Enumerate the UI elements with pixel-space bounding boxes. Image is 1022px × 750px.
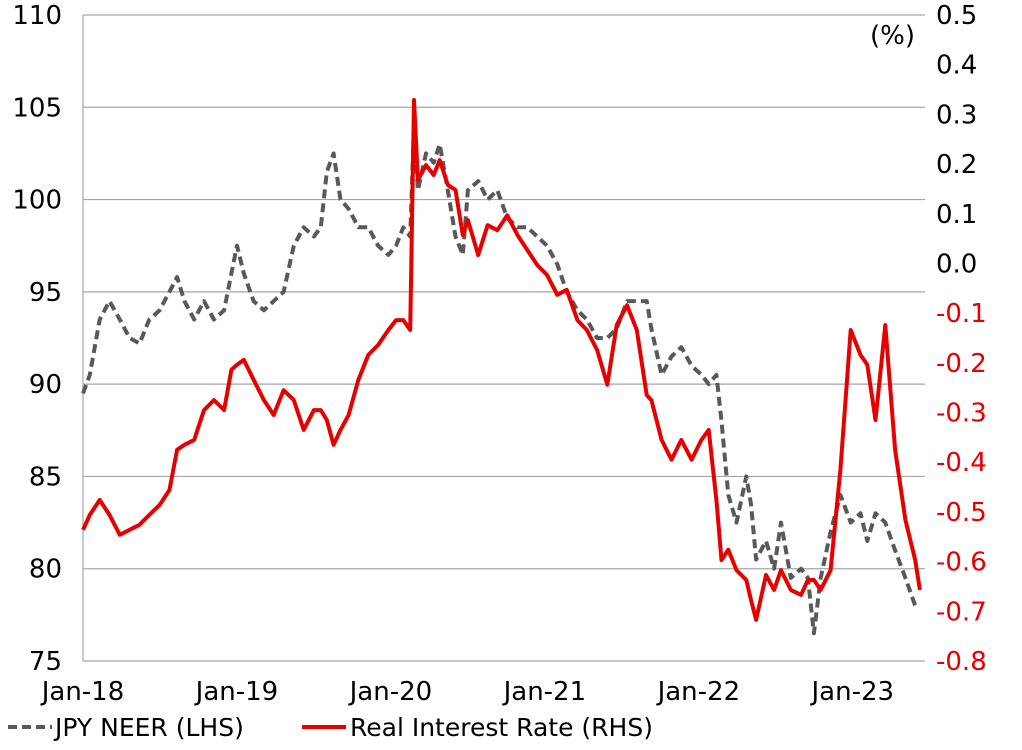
right-tick-label: -0.5 [936, 498, 987, 528]
right-tick-label: 0.0 [936, 249, 977, 279]
right-tick-label: -0.1 [936, 299, 987, 329]
x-tick-label: Jan-19 [194, 677, 279, 707]
right-tick-label: -0.4 [936, 448, 987, 478]
left-tick-label: 100 [12, 186, 62, 216]
left-tick-label: 85 [29, 462, 62, 492]
unit-label: (%) [870, 21, 915, 51]
gridlines [82, 14, 925, 662]
left-axis-ticks: 110 105 100 95 90 85 80 75 [12, 1, 62, 677]
right-tick-label: -0.6 [936, 548, 987, 578]
left-tick-label: 110 [12, 1, 62, 31]
right-tick-label: 0.5 [936, 1, 977, 31]
right-tick-label: 0.1 [936, 200, 977, 230]
right-tick-label: 0.3 [936, 100, 977, 130]
x-tick-label: Jan-22 [656, 677, 741, 707]
right-tick-label: 0.2 [936, 150, 977, 180]
left-tick-label: 105 [12, 93, 62, 123]
x-tick-label: Jan-18 [40, 677, 125, 707]
right-tick-label: -0.3 [936, 399, 987, 429]
legend-label-neer: JPY NEER (LHS) [53, 713, 244, 742]
legend: JPY NEER (LHS) Real Interest Rate (RHS) [8, 713, 653, 742]
left-tick-label: 95 [29, 278, 62, 308]
right-tick-label: -0.7 [936, 597, 987, 627]
x-tick-label: Jan-21 [502, 677, 587, 707]
right-tick-label: -0.8 [936, 647, 987, 677]
right-axis-ticks: 0.5 0.4 0.3 0.2 0.1 0.0 -0.1 -0.2 -0.3 -0.4 -0.5 -0… [936, 1, 987, 677]
right-tick-label: -0.2 [936, 349, 987, 379]
x-tick-label: Jan-20 [348, 677, 433, 707]
left-tick-label: 80 [29, 555, 62, 585]
legend-label-rate: Real Interest Rate (RHS) [350, 713, 653, 742]
x-tick-label: Jan-23 [810, 677, 895, 707]
left-tick-label: 90 [29, 370, 62, 400]
series-line-real-rate [81, 98, 922, 622]
right-tick-label: 0.4 [936, 51, 977, 81]
x-axis-ticks: Jan-18 Jan-19 Jan-20 Jan-21 Jan-22 Jan-23 [40, 677, 894, 707]
left-tick-label: 75 [29, 647, 62, 677]
series-line-neer [81, 123, 920, 636]
series-lines [81, 98, 922, 636]
